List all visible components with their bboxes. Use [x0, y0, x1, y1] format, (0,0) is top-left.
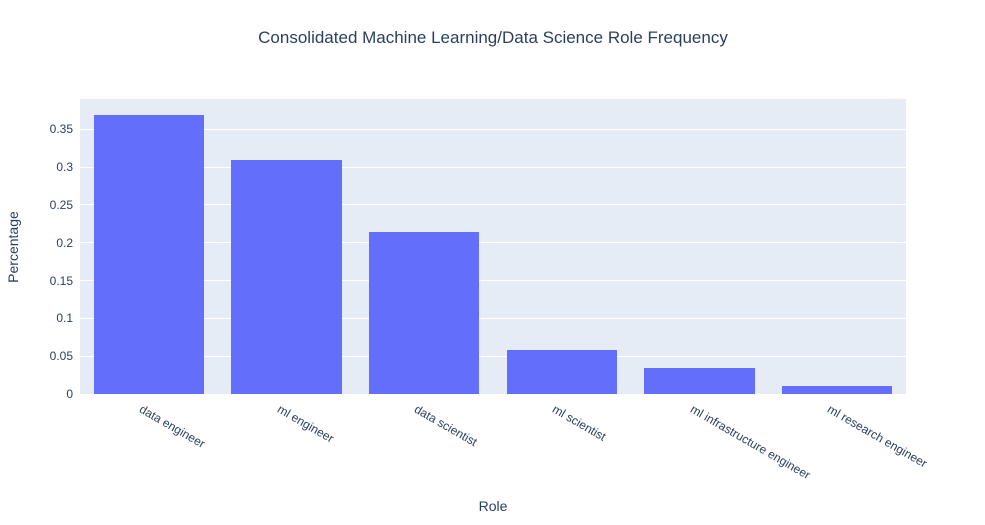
gridline: [80, 280, 906, 282]
plot-area: [80, 99, 906, 395]
x-tick-label: ml scientist: [549, 402, 609, 444]
x-tick-label: ml infrastructure engineer: [687, 402, 813, 483]
gridline: [80, 166, 906, 168]
y-tick-label: 0.05: [49, 349, 73, 364]
y-tick-label: 0.2: [56, 235, 73, 250]
y-tick-label: 0.25: [49, 197, 73, 212]
bar-ml-scientist[interactable]: [506, 350, 617, 394]
bar-data-scientist[interactable]: [369, 232, 480, 394]
gridline: [80, 128, 906, 130]
y-tick-label: 0: [66, 387, 73, 401]
gridline: [80, 204, 906, 206]
x-tick-label: ml research engineer: [825, 402, 930, 471]
bar-ml-infrastructure-engineer[interactable]: [644, 368, 755, 394]
y-tick-label: 0.3: [56, 160, 73, 175]
x-tick-label: data engineer: [136, 402, 208, 451]
gridline: [80, 393, 906, 395]
chart-title: Consolidated Machine Learning/Data Scien…: [258, 28, 728, 47]
y-tick-label: 0.35: [49, 122, 73, 137]
x-tick-label: data scientist: [412, 402, 480, 450]
y-tick-label: 0.15: [49, 273, 73, 288]
x-tick-label: ml engineer: [274, 402, 336, 446]
bar-ml-research-engineer[interactable]: [782, 385, 893, 394]
gridline: [80, 242, 906, 244]
bar-ml-engineer[interactable]: [231, 159, 342, 394]
gridline: [80, 355, 906, 357]
gridline: [80, 317, 906, 319]
y-tick-label: 0.1: [56, 311, 73, 326]
x-axis-title: Role: [478, 498, 508, 514]
bar-data-engineer[interactable]: [93, 114, 204, 394]
